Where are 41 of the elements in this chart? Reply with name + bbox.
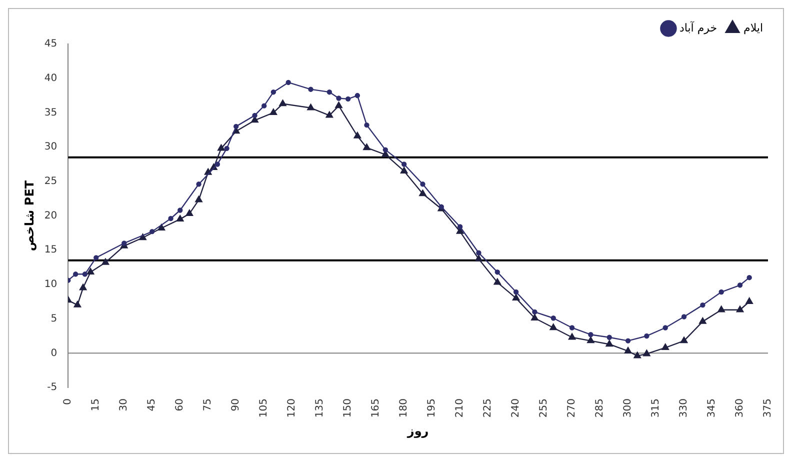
y-tick-label: 25 [44,176,58,187]
y-tick-label: 5 [50,313,58,324]
x-axis-title: روز [406,424,429,438]
y-tick-label: 30 [44,142,58,153]
x-tick-label: 285 [594,398,606,418]
y-tick-label: 45 [44,38,58,50]
x-tick-label: 180 [398,398,410,418]
x-tick-label: 195 [426,398,438,418]
x-tick-label: 225 [482,398,494,418]
x-tick-label: 75 [202,398,214,412]
x-tick-label: 15 [90,398,102,412]
x-tick-label: 165 [370,398,382,418]
x-tick-label: 330 [678,398,690,418]
x-tick-label: 30 [118,398,130,412]
legend-label: خرم آباد [679,20,718,34]
legend-label: ایلام [744,21,764,34]
y-tick-label: -5 [47,382,58,394]
x-tick-label: 210 [454,398,466,418]
x-tick-label: 135 [314,398,326,418]
x-tick-label: 45 [146,398,158,412]
y-tick-label: 40 [44,72,58,84]
x-tick-label: 120 [286,398,298,418]
y-tick-label: 0 [50,348,58,359]
x-tick-label: 255 [538,398,550,418]
x-tick-label: 105 [258,398,270,418]
x-tick-label: 0 [62,398,74,405]
x-tick-label: 300 [622,398,634,418]
y-axis-title: شاخص PET [22,180,36,252]
x-tick-label: 360 [734,398,746,418]
x-tick-label: 375 [762,398,774,418]
y-tick-label: 20 [44,210,58,222]
x-tick-label: 150 [342,398,354,418]
y-tick-label: 35 [44,107,58,118]
x-tick-label: 315 [650,398,662,418]
y-tick-label: 10 [44,279,58,290]
x-tick-label: 90 [230,398,242,412]
x-tick-label: 240 [510,398,522,418]
x-tick-label: 345 [706,398,718,418]
y-tick-label: 15 [44,244,58,256]
x-tick-label: 60 [174,398,186,412]
x-tick-label: 270 [566,398,578,418]
